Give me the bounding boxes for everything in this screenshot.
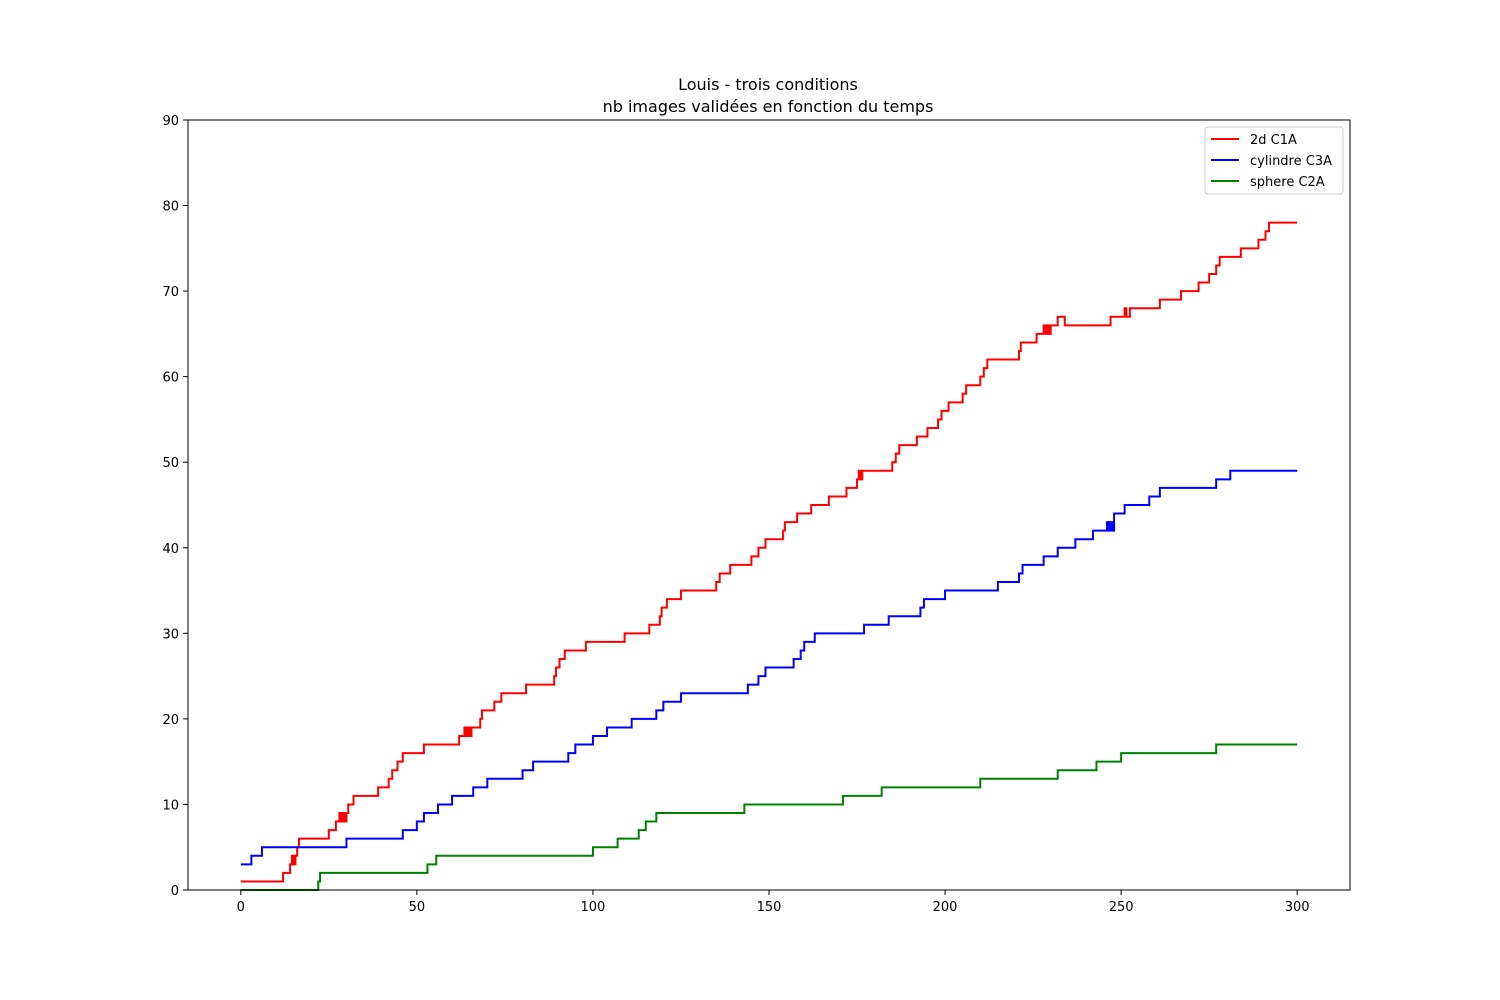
legend: 2d C1A cylindre C3A sphere C2A bbox=[1204, 126, 1344, 195]
chart-title-line-1: Louis - trois conditions bbox=[678, 75, 858, 94]
y-tick-label: 10 bbox=[162, 798, 179, 813]
series-line-1 bbox=[240, 469, 1298, 866]
legend-label: 2d C1A bbox=[1250, 133, 1297, 148]
legend-label: cylindre C3A bbox=[1250, 154, 1332, 169]
series-line-2 bbox=[240, 743, 1298, 891]
y-tick-label: 30 bbox=[162, 627, 179, 642]
y-tick-label: 50 bbox=[162, 456, 179, 471]
x-tick-label: 200 bbox=[933, 900, 958, 915]
y-tick-label: 20 bbox=[162, 713, 179, 728]
x-tick-label: 50 bbox=[409, 900, 426, 915]
y-tick-label: 90 bbox=[162, 114, 179, 129]
legend-label: sphere C2A bbox=[1250, 175, 1325, 190]
y-tick-label: 40 bbox=[162, 542, 179, 557]
legend-box bbox=[1204, 126, 1344, 195]
x-tick-label: 100 bbox=[581, 900, 606, 915]
y-tick-label: 80 bbox=[162, 200, 179, 215]
y-tick-label: 0 bbox=[171, 884, 179, 899]
y-tick-label: 70 bbox=[162, 285, 179, 300]
x-tick-label: 0 bbox=[237, 900, 245, 915]
y-tick-label: 60 bbox=[162, 371, 179, 386]
x-tick-label: 250 bbox=[1109, 900, 1134, 915]
x-tick-label: 150 bbox=[757, 900, 782, 915]
x-axis: 0 50 100 150 200 250 300 bbox=[237, 890, 1310, 915]
y-axis: 0 10 20 30 40 50 60 70 80 90 bbox=[162, 114, 188, 899]
x-tick-label: 300 bbox=[1285, 900, 1310, 915]
series-line-0 bbox=[240, 221, 1298, 883]
chart-title-line-2: nb images validées en fonction du temps bbox=[603, 97, 934, 116]
series-layer bbox=[240, 221, 1298, 891]
plot-area bbox=[187, 119, 1351, 891]
